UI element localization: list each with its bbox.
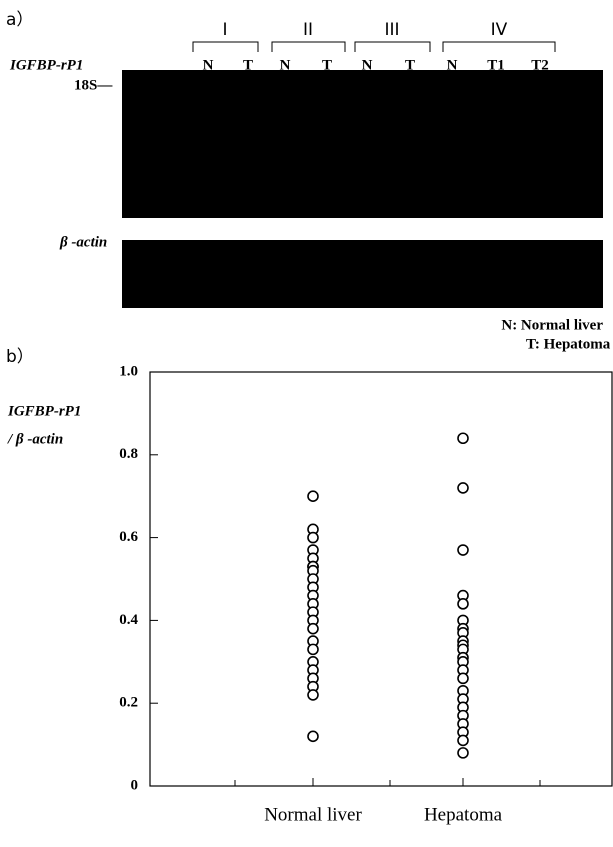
probe-label: IGFBP-rP1 <box>9 57 83 73</box>
y-tick-label: 0.8 <box>119 446 138 462</box>
point <box>308 533 318 543</box>
group-label: III <box>384 20 399 40</box>
x-tick-label: Hepatoma <box>424 804 503 825</box>
marker-label: 18S— <box>74 77 113 93</box>
blot <box>122 70 603 218</box>
x-tick-label: Normal liver <box>264 804 362 825</box>
point <box>458 483 468 493</box>
point <box>458 748 468 758</box>
y-axis-label: IGFBP-rP1 <box>7 403 81 419</box>
y-tick-label: 0.4 <box>119 612 138 628</box>
y-axis-label: / β -actin <box>7 431 63 447</box>
group-label: II <box>303 20 313 40</box>
panel-label: a） <box>6 10 33 30</box>
lane-label: N <box>362 57 373 73</box>
brackets <box>193 42 555 52</box>
point <box>308 624 318 634</box>
point <box>308 491 318 501</box>
lane-label: N <box>447 57 458 73</box>
y-tick-label: 1.0 <box>119 363 138 379</box>
point <box>458 673 468 683</box>
plot-frame <box>150 372 612 786</box>
group-label: I <box>222 20 227 40</box>
point <box>458 599 468 609</box>
point <box>308 731 318 741</box>
point <box>308 690 318 700</box>
lane-label: T <box>243 57 253 73</box>
point <box>458 545 468 555</box>
lane-label: N <box>203 57 214 73</box>
figure: a） IGFBP-rP1 18S— β -actin N: Normal liv… <box>0 0 613 847</box>
panel-label: b） <box>6 347 34 367</box>
blot <box>122 240 603 308</box>
lane-label: T1 <box>487 57 505 73</box>
lane-label: T <box>322 57 332 73</box>
point <box>458 735 468 745</box>
legend-text: N: Normal liver <box>501 317 603 333</box>
lane-label: T <box>405 57 415 73</box>
y-tick-label: 0 <box>131 777 139 793</box>
point <box>458 433 468 443</box>
group-label: IV <box>491 20 508 40</box>
lane-label: T2 <box>531 57 549 73</box>
point <box>308 644 318 654</box>
legend-text: T: Hepatoma <box>526 336 611 352</box>
control-label: β -actin <box>59 234 107 250</box>
lane-label: N <box>280 57 291 73</box>
y-tick-label: 0.2 <box>119 695 138 711</box>
y-tick-label: 0.6 <box>119 529 138 545</box>
